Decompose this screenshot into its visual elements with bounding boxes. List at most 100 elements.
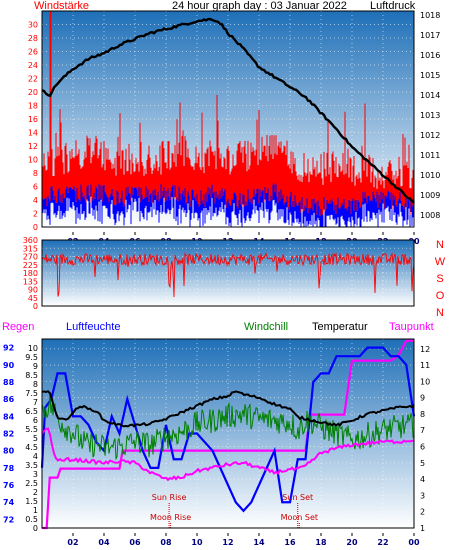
temperature-tick-label: 3 xyxy=(420,491,425,500)
rain-tick-label: 4 xyxy=(33,452,38,461)
x-tick-label: 18 xyxy=(315,538,327,547)
pressure-line xyxy=(41,17,415,204)
wind-tick-label: 0 xyxy=(33,223,38,232)
pressure-tick-label: 1009 xyxy=(420,191,440,200)
wind-tick-label: 20 xyxy=(28,88,38,97)
x-tick-label: 12 xyxy=(222,538,233,547)
astro-label: Moon Rise xyxy=(150,513,191,522)
astro-label: Moon Set xyxy=(281,513,318,522)
pressure-tick-label: 1008 xyxy=(420,211,440,220)
rain-tick-label: 3 xyxy=(33,470,38,479)
dewpoint-line xyxy=(41,427,415,482)
rain-tick-label: 1.5 xyxy=(25,497,38,506)
humidity-tick-label: 84 xyxy=(3,412,15,421)
direction-tick-label: 225 xyxy=(23,261,38,270)
x-tick-label: 10 xyxy=(191,538,203,547)
pressure-axis-label: Luftdruck xyxy=(370,0,416,12)
rain-tick-label: 10 xyxy=(28,344,38,353)
legend-humidity: Luftfeuchte xyxy=(66,321,120,333)
rain-tick-label: 5 xyxy=(33,434,38,443)
x-tick-label: 08 xyxy=(160,538,172,547)
wind-tick-label: 18 xyxy=(28,102,38,111)
pressure-tick-label: 1017 xyxy=(420,31,440,40)
rain-tick-label: 7.5 xyxy=(25,389,38,398)
pressure-tick-label: 1014 xyxy=(420,91,440,100)
temperature-panel-frame xyxy=(41,338,415,529)
temperature-tick-label: 10 xyxy=(420,377,430,386)
rain-tick-label: 3.5 xyxy=(25,461,38,470)
temperature-line xyxy=(41,390,415,428)
temperature-tick-label: 8 xyxy=(420,410,425,419)
humidity-tick-label: 76 xyxy=(3,481,15,490)
temperature-tick-label: 9 xyxy=(420,394,425,403)
x-tick-label: 22 xyxy=(377,538,388,547)
legend-temperature: Temperatur xyxy=(312,321,368,333)
wind-tick-label: 12 xyxy=(28,142,38,151)
legend-dewpoint: Taupunkt xyxy=(389,321,434,333)
temperature-tick-label: 1 xyxy=(420,524,425,533)
rain-tick-label: 4.5 xyxy=(25,443,38,452)
wind-tick-label: 24 xyxy=(28,61,38,70)
rain-tick-label: 2.5 xyxy=(25,479,38,488)
pressure-tick-label: 1015 xyxy=(420,71,440,80)
rain-tick-label: 7 xyxy=(33,398,38,407)
wind-tick-label: 10 xyxy=(28,156,38,165)
humidity-tick-label: 72 xyxy=(3,515,14,524)
wind-tick-label: 6 xyxy=(33,183,38,192)
temperature-panel-x-ticks: 02 04 06 08 10 12 14 16 18 20 22 00 xyxy=(67,533,420,547)
wind-panel-frame xyxy=(41,10,415,228)
legend: Regen Luftfeuchte Windchill Temperatur T… xyxy=(2,321,434,333)
wind-tick-label: 16 xyxy=(28,115,38,124)
direction-tick-label: 315 xyxy=(23,244,38,253)
humidity-tick-label: 88 xyxy=(3,378,15,387)
humidity-tick-label: 80 xyxy=(3,447,15,456)
temperature-tick-label: 7 xyxy=(420,426,425,435)
pressure-tick-label: 1010 xyxy=(420,171,440,180)
rain-tick-label: 0.5 xyxy=(25,515,38,524)
astro-markers: Sun Rise Moon Rise Sun Set Moon Set xyxy=(150,493,318,528)
wind-direction-line xyxy=(41,252,415,298)
x-tick-label: 00 xyxy=(408,538,420,547)
legend-windchill: Windchill xyxy=(244,321,288,333)
temperature-panel-background xyxy=(42,339,414,528)
wind-axis-label: Windstärke xyxy=(34,0,89,12)
x-tick-label: 20 xyxy=(346,538,358,547)
direction-tick-label: 90 xyxy=(28,286,38,295)
wind-tick-label: 22 xyxy=(28,75,38,84)
temperature-tick-label: 5 xyxy=(420,459,425,468)
pressure-tick-label: 1012 xyxy=(420,131,440,140)
astro-label: Sun Set xyxy=(282,493,313,502)
x-tick-label: 04 xyxy=(98,538,110,547)
legend-rain: Regen xyxy=(2,321,34,333)
rain-tick-label: 8.5 xyxy=(25,371,38,380)
humidity-tick-label: 90 xyxy=(3,361,15,370)
compass-label: S xyxy=(436,273,443,285)
direction-tick-label: 270 xyxy=(23,253,38,262)
humidity-tick-label: 86 xyxy=(3,395,15,404)
x-tick-label: 02 xyxy=(67,538,78,547)
compass-label: N xyxy=(436,307,444,319)
wind-tick-label: 30 xyxy=(28,21,38,30)
direction-tick-label: 45 xyxy=(28,294,38,303)
humidity-tick-label: 74 xyxy=(3,498,15,507)
temperature-tick-label: 12 xyxy=(420,345,430,354)
direction-tick-label: 135 xyxy=(23,277,38,286)
pressure-axis-ticks: 1008 1009 1010 1011 1012 1013 1014 1015 1016 1017… xyxy=(420,11,440,220)
x-tick-label: 16 xyxy=(284,538,296,547)
wind-tick-label: 26 xyxy=(28,48,38,57)
humidity-tick-label: 82 xyxy=(3,430,14,439)
rain-tick-label: 1 xyxy=(33,506,38,515)
temperature-tick-label: 11 xyxy=(420,361,430,370)
pressure-tick-label: 1016 xyxy=(420,51,440,60)
humidity-tick-label: 78 xyxy=(3,464,15,473)
compass-label: W xyxy=(435,256,446,268)
compass-label: O xyxy=(436,290,445,302)
wind-tick-label: 2 xyxy=(33,210,38,219)
temperature-tick-label: 2 xyxy=(420,508,425,517)
